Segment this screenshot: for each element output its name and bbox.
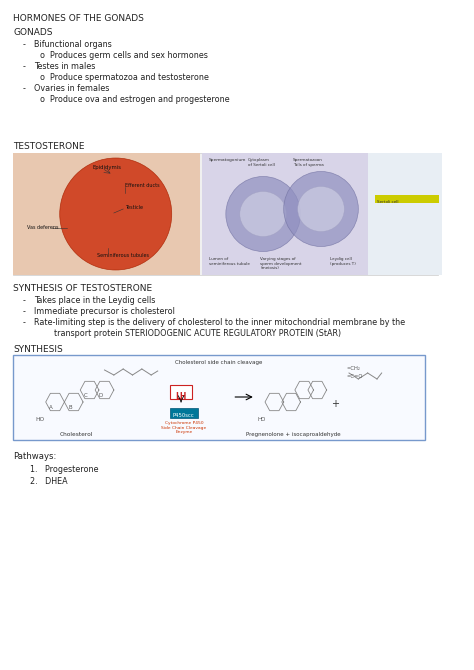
Text: Cytoplasm
of Sertoli cell: Cytoplasm of Sertoli cell (248, 158, 275, 167)
Ellipse shape (240, 192, 286, 237)
Text: Epididymis: Epididymis (92, 165, 121, 170)
Text: -: - (22, 296, 25, 305)
Text: Produce ova and estrogen and progesterone: Produce ova and estrogen and progesteron… (50, 95, 230, 104)
Bar (13, 153, 438, 275)
Text: -: - (22, 62, 25, 71)
Text: C: C (84, 393, 88, 398)
Ellipse shape (283, 172, 358, 247)
Text: Lumen of
seminiferous tubule: Lumen of seminiferous tubule (209, 257, 250, 265)
Text: HO: HO (36, 417, 45, 422)
Bar (170, 408, 198, 418)
Text: o: o (39, 51, 44, 60)
Text: Bifunctional organs: Bifunctional organs (34, 40, 111, 49)
Text: 2.   DHEA: 2. DHEA (30, 477, 67, 486)
Text: 1.   Progesterone: 1. Progesterone (30, 465, 99, 474)
Text: GONADS: GONADS (13, 28, 53, 37)
Text: P450scc: P450scc (173, 413, 195, 418)
Text: D: D (99, 393, 103, 398)
Text: +: + (331, 399, 339, 409)
Text: Rate-limiting step is the delivery of cholesterol to the inner mitochondrial mem: Rate-limiting step is the delivery of ch… (34, 318, 405, 327)
Text: Varying stages of
sperm development
(meiosis): Varying stages of sperm development (mei… (260, 257, 302, 270)
Text: SYNTHESIS OF TESTOSTERONE: SYNTHESIS OF TESTOSTERONE (13, 284, 152, 293)
Text: Pathways:: Pathways: (13, 452, 56, 461)
Text: Immediate precursor is cholesterol: Immediate precursor is cholesterol (34, 307, 174, 316)
Text: transport protein STERIODOGENIC ACUTE REGULATORY PROTEIN (StAR): transport protein STERIODOGENIC ACUTE RE… (34, 329, 341, 338)
Text: Produce spermatozoa and testosterone: Produce spermatozoa and testosterone (50, 73, 209, 82)
Text: -: - (22, 40, 25, 49)
Bar (375, 195, 438, 203)
Text: LH: LH (175, 392, 187, 401)
Text: Testes in males: Testes in males (34, 62, 95, 71)
Text: Ovaries in females: Ovaries in females (34, 84, 109, 93)
Text: =C=O: =C=O (346, 374, 363, 379)
Text: TESTOSTERONE: TESTOSTERONE (13, 142, 84, 151)
Ellipse shape (60, 158, 172, 270)
Text: Sertoli cell: Sertoli cell (377, 200, 399, 204)
Text: Testicle: Testicle (125, 205, 143, 210)
Text: Spermatogonium: Spermatogonium (209, 158, 246, 162)
Text: SYNTHESIS: SYNTHESIS (13, 345, 63, 354)
Text: Spermatozoon
Tails of sperma: Spermatozoon Tails of sperma (293, 158, 324, 167)
Text: B: B (68, 405, 72, 410)
Bar (13, 153, 200, 275)
Text: Takes place in the Leydig cells: Takes place in the Leydig cells (34, 296, 155, 305)
Text: -: - (22, 318, 25, 327)
Text: Seminiferous tubules: Seminiferous tubules (97, 253, 149, 258)
Text: -: - (22, 84, 25, 93)
Text: Cytochrome P450
Side Chain Cleavage
Enzyme: Cytochrome P450 Side Chain Cleavage Enzy… (161, 421, 207, 434)
Text: HORMONES OF THE GONADS: HORMONES OF THE GONADS (13, 14, 144, 23)
Bar (13, 355, 425, 440)
Bar (170, 385, 192, 399)
Bar (202, 153, 441, 275)
Text: o: o (39, 95, 44, 104)
Text: Vas deferens: Vas deferens (27, 225, 59, 230)
Text: Efferent ducts: Efferent ducts (125, 183, 160, 188)
Text: Cholesterol: Cholesterol (60, 432, 93, 437)
Ellipse shape (226, 176, 301, 251)
Text: o: o (39, 73, 44, 82)
Text: Produces germ cells and sex hormones: Produces germ cells and sex hormones (50, 51, 208, 60)
Bar (368, 153, 452, 275)
Ellipse shape (298, 186, 344, 232)
Text: HO: HO (257, 417, 266, 422)
Text: Cholesterol side chain cleavage: Cholesterol side chain cleavage (175, 360, 262, 365)
Text: -: - (22, 307, 25, 316)
Text: Leydig cell
(produces T): Leydig cell (produces T) (330, 257, 356, 265)
Text: A: A (49, 405, 53, 410)
Text: =CH₂: =CH₂ (346, 366, 360, 371)
Text: Pregnenolone + isocaproaldehyde: Pregnenolone + isocaproaldehyde (246, 432, 340, 437)
